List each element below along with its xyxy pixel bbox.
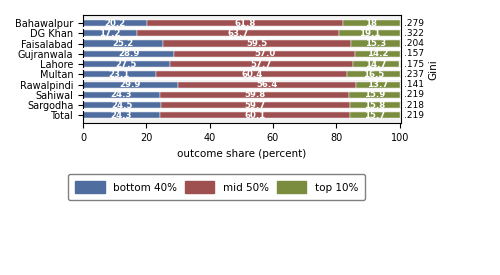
Bar — [355, 51, 400, 57]
Bar — [138, 30, 339, 36]
Bar — [348, 71, 400, 78]
Text: .237: .237 — [404, 70, 424, 79]
Text: 13.7: 13.7 — [367, 80, 388, 89]
Text: 60.4: 60.4 — [241, 70, 262, 79]
Text: .157: .157 — [404, 49, 424, 58]
Text: 24.5: 24.5 — [111, 101, 132, 110]
Text: 63.7: 63.7 — [228, 29, 249, 38]
Text: .219: .219 — [404, 90, 424, 99]
Text: 20.2: 20.2 — [104, 18, 126, 28]
Legend: bottom 40%, mid 50%, top 10%: bottom 40%, mid 50%, top 10% — [68, 174, 365, 200]
Text: .175: .175 — [404, 60, 424, 68]
Text: 56.4: 56.4 — [256, 80, 278, 89]
Text: 24.3: 24.3 — [110, 111, 132, 120]
Bar — [350, 112, 400, 119]
Text: 15.8: 15.8 — [364, 101, 386, 110]
Bar — [160, 112, 350, 119]
Bar — [160, 102, 350, 108]
Bar — [351, 40, 400, 47]
Text: 16.5: 16.5 — [363, 70, 384, 79]
Text: 61.8: 61.8 — [234, 18, 256, 28]
Text: 14.2: 14.2 — [366, 49, 388, 58]
Bar — [160, 92, 350, 98]
Text: 19.1: 19.1 — [358, 29, 380, 38]
Bar — [83, 102, 160, 108]
Text: 15.3: 15.3 — [365, 39, 386, 48]
Bar — [174, 51, 355, 57]
Text: 15.7: 15.7 — [364, 111, 386, 120]
Text: 59.8: 59.8 — [244, 90, 265, 99]
Text: 15.9: 15.9 — [364, 90, 385, 99]
Text: 57.0: 57.0 — [254, 49, 276, 58]
Text: 25.2: 25.2 — [112, 39, 134, 48]
Bar — [350, 102, 400, 108]
Text: Gini: Gini — [428, 59, 438, 79]
Text: .204: .204 — [404, 39, 424, 48]
Text: 14.7: 14.7 — [366, 60, 387, 68]
Text: .322: .322 — [404, 29, 424, 38]
Text: 60.1: 60.1 — [244, 111, 266, 120]
Bar — [83, 92, 160, 98]
Bar — [178, 81, 356, 88]
Text: 24.3: 24.3 — [110, 90, 132, 99]
Bar — [342, 20, 400, 26]
Bar — [83, 61, 170, 67]
Text: 57.7: 57.7 — [250, 60, 272, 68]
Bar — [83, 71, 156, 78]
Bar — [147, 20, 342, 26]
Bar — [83, 51, 174, 57]
Text: .219: .219 — [404, 111, 424, 120]
Text: .141: .141 — [404, 80, 424, 89]
Text: 17.2: 17.2 — [100, 29, 121, 38]
X-axis label: outcome share (percent): outcome share (percent) — [178, 149, 306, 159]
Bar — [353, 61, 400, 67]
Bar — [339, 30, 400, 36]
Bar — [156, 71, 348, 78]
Text: .218: .218 — [404, 101, 424, 110]
Bar — [83, 20, 147, 26]
Bar — [83, 112, 160, 119]
Bar — [350, 92, 400, 98]
Bar — [163, 40, 351, 47]
Text: 28.9: 28.9 — [118, 49, 140, 58]
Text: 18: 18 — [365, 18, 377, 28]
Bar — [83, 30, 138, 36]
Bar — [170, 61, 353, 67]
Text: 29.9: 29.9 — [120, 80, 141, 89]
Text: 59.5: 59.5 — [246, 39, 268, 48]
Text: .279: .279 — [404, 18, 424, 28]
Bar — [356, 81, 400, 88]
Bar — [83, 81, 178, 88]
Text: 23.1: 23.1 — [109, 70, 130, 79]
Text: 27.5: 27.5 — [116, 60, 137, 68]
Bar — [83, 40, 163, 47]
Text: 59.7: 59.7 — [244, 101, 266, 110]
